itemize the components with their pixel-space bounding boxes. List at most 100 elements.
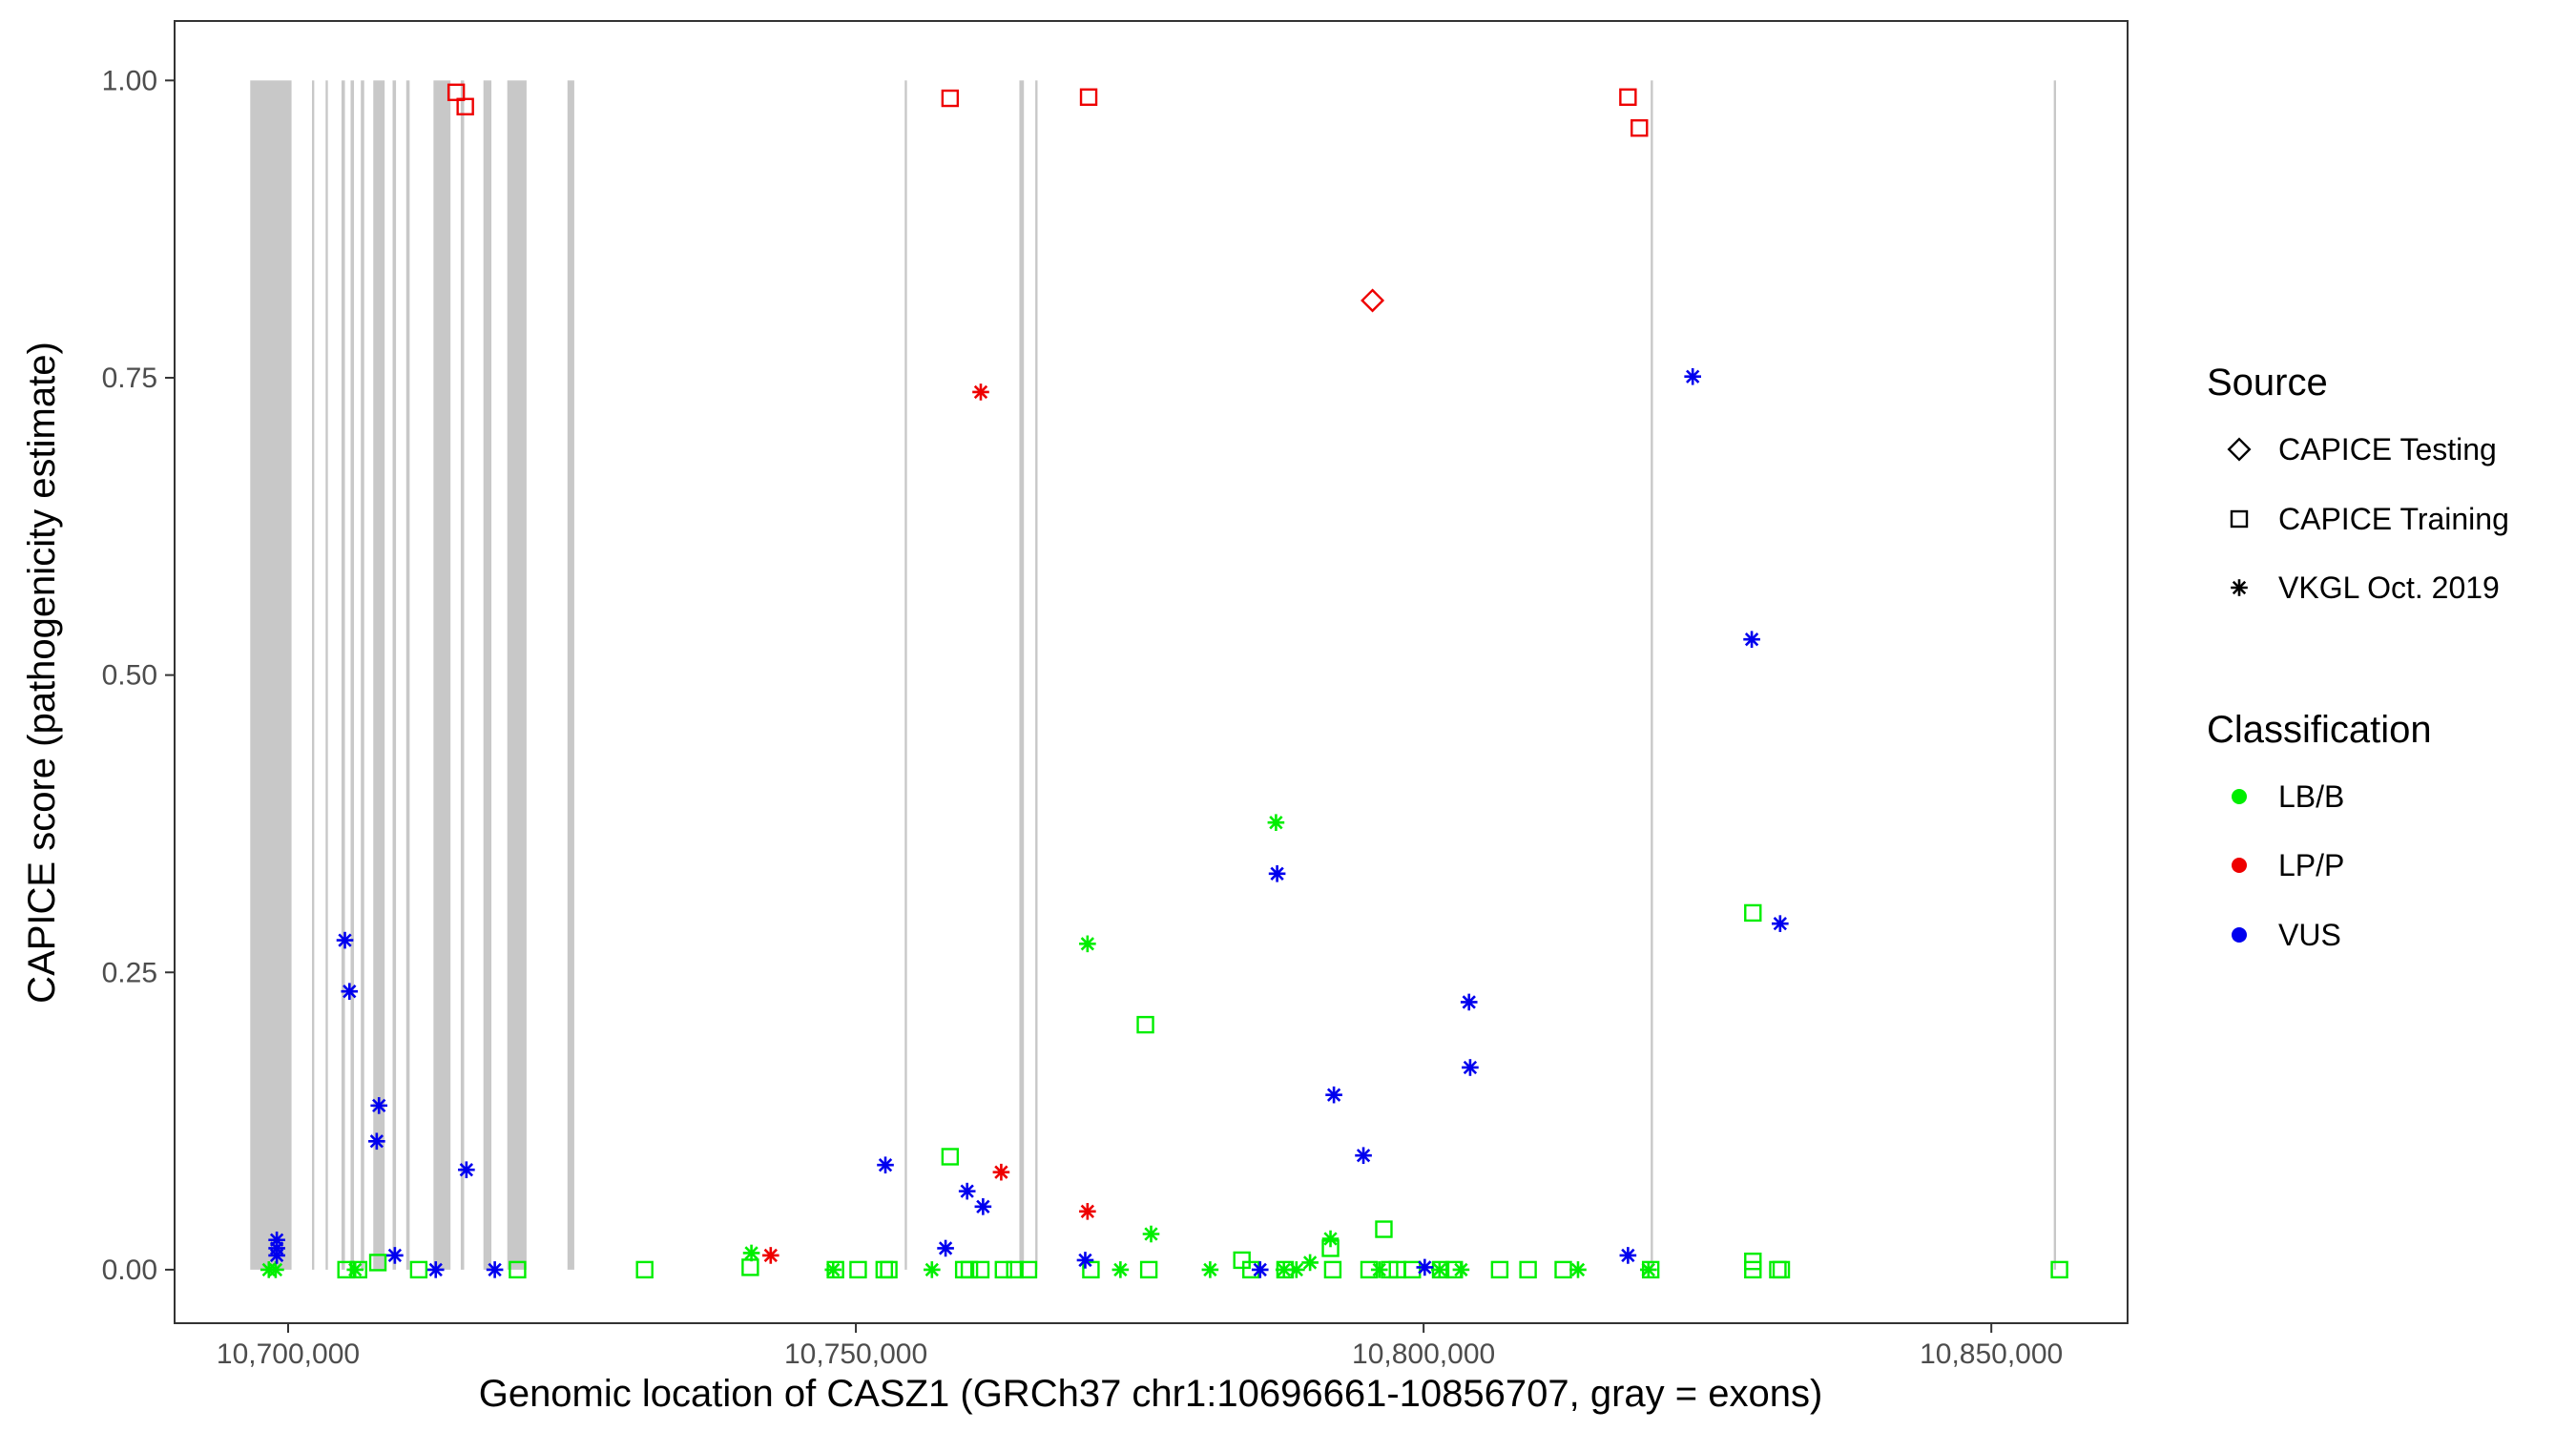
exon-band-7 bbox=[392, 80, 397, 1270]
exon-band-13 bbox=[567, 80, 574, 1270]
exon-band-2 bbox=[325, 80, 328, 1270]
data-point-2-15 bbox=[994, 1260, 1012, 1279]
data-point-5-16-d2 bbox=[1253, 1262, 1267, 1277]
data-point-5-3 bbox=[336, 931, 354, 949]
legend-class-label-0: LB/B bbox=[2278, 779, 2344, 814]
data-point-5-19 bbox=[1355, 1147, 1372, 1165]
exon-band-18 bbox=[2053, 80, 2057, 1270]
data-point-2-34 bbox=[1519, 1260, 1537, 1279]
data-point-5-15 bbox=[1076, 1252, 1094, 1269]
data-point-2-30 bbox=[1403, 1260, 1422, 1279]
exon-band-0 bbox=[250, 80, 292, 1270]
data-points bbox=[260, 83, 2068, 1279]
legend-class-title: Classification bbox=[2207, 709, 2432, 751]
data-point-5-14-d2 bbox=[976, 1199, 990, 1213]
data-point-3-8 bbox=[1142, 1225, 1160, 1243]
data-point-5-17 bbox=[1268, 864, 1286, 882]
data-point-4-1 bbox=[972, 384, 989, 401]
y-axis-title: CAPICE score (pathogenicity estimate) bbox=[21, 342, 63, 1004]
legend-source-title: Source bbox=[2207, 362, 2328, 404]
data-point-2-42 bbox=[2050, 1260, 2068, 1279]
legend-source-key-2 bbox=[2231, 579, 2248, 596]
data-point-2-17 bbox=[1019, 1260, 1038, 1279]
data-point-5-21 bbox=[1460, 993, 1478, 1011]
data-point-5-25-d2 bbox=[1744, 633, 1759, 647]
y-tick-label-1: 0.25 bbox=[102, 957, 157, 988]
data-point-3-12-d2 bbox=[1289, 1262, 1303, 1277]
data-point-5-10 bbox=[486, 1261, 504, 1278]
exon-band-15 bbox=[1019, 80, 1025, 1270]
data-point-1-3 bbox=[1079, 88, 1098, 106]
plot-panel-border bbox=[174, 20, 2129, 1324]
data-point-3-18 bbox=[1569, 1261, 1587, 1278]
data-point-5-6 bbox=[370, 1097, 388, 1114]
data-point-5-8 bbox=[426, 1261, 445, 1278]
data-point-5-9 bbox=[458, 1161, 475, 1178]
data-point-3-11 bbox=[1275, 1261, 1293, 1278]
legend-source-label-1: CAPICE Training bbox=[2278, 502, 2509, 536]
data-point-5-8-d2 bbox=[428, 1262, 443, 1277]
data-point-5-12-d2 bbox=[938, 1241, 953, 1255]
data-point-3-10-d2 bbox=[1269, 816, 1283, 830]
exon-band-10 bbox=[460, 80, 465, 1270]
data-point-3-13-d2 bbox=[1302, 1255, 1318, 1270]
data-point-4-2-d2 bbox=[994, 1165, 1008, 1179]
data-point-2-20 bbox=[1139, 1260, 1158, 1279]
exon-band-16 bbox=[1035, 80, 1038, 1270]
data-point-5-2 bbox=[268, 1247, 285, 1264]
x-tick-label-1: 10,750,000 bbox=[784, 1338, 927, 1370]
data-point-5-18-d2 bbox=[1326, 1088, 1341, 1102]
data-point-2-3 bbox=[409, 1260, 428, 1279]
data-point-3-17 bbox=[1452, 1261, 1470, 1278]
data-point-3-8-d2 bbox=[1144, 1227, 1158, 1241]
exon-band-12 bbox=[507, 80, 527, 1270]
data-point-5-5 bbox=[368, 1132, 385, 1151]
data-point-2-14 bbox=[971, 1260, 990, 1279]
data-point-3-13 bbox=[1301, 1254, 1319, 1272]
data-point-3-3 bbox=[742, 1244, 760, 1262]
data-point-5-5-d2 bbox=[369, 1134, 384, 1149]
data-point-2-2 bbox=[368, 1254, 387, 1272]
data-point-3-1-d2 bbox=[268, 1262, 283, 1277]
data-point-3-9 bbox=[1201, 1261, 1219, 1278]
data-point-5-17-d2 bbox=[1270, 866, 1284, 881]
exon-band-6 bbox=[373, 80, 385, 1270]
data-point-3-9-d2 bbox=[1203, 1262, 1217, 1277]
data-point-4-3 bbox=[1079, 1203, 1096, 1220]
legend: Source CAPICE Testing CAPICE Training VK… bbox=[2207, 362, 2509, 952]
data-point-5-22-d2 bbox=[1463, 1060, 1478, 1075]
data-point-3-16-d2 bbox=[1432, 1262, 1446, 1277]
data-point-4-0-d2 bbox=[763, 1248, 778, 1263]
data-point-2-11 bbox=[941, 1148, 960, 1166]
data-point-5-22 bbox=[1462, 1059, 1479, 1076]
x-tick-label-3: 10,850,000 bbox=[1920, 1338, 2063, 1370]
legend-source-label-0: CAPICE Testing bbox=[2278, 432, 2497, 467]
data-point-5-25 bbox=[1743, 631, 1760, 649]
data-point-5-11 bbox=[877, 1156, 894, 1174]
data-point-2-27 bbox=[1375, 1220, 1393, 1238]
data-point-5-7 bbox=[386, 1247, 404, 1264]
data-point-5-24-d2 bbox=[1686, 369, 1700, 384]
data-point-5-26-d2 bbox=[1773, 916, 1787, 931]
data-point-3-16 bbox=[1430, 1261, 1448, 1278]
legend-source-key-1 bbox=[2230, 509, 2249, 529]
exon-band-11 bbox=[483, 80, 492, 1270]
data-point-5-24 bbox=[1684, 367, 1701, 385]
data-point-3-17-d2 bbox=[1454, 1262, 1468, 1277]
exon-band-3 bbox=[341, 80, 345, 1270]
data-point-3-5-d2 bbox=[924, 1262, 939, 1277]
data-point-5-21-d2 bbox=[1462, 995, 1476, 1009]
data-point-3-12 bbox=[1288, 1261, 1305, 1278]
data-point-5-20-d2 bbox=[1418, 1260, 1432, 1275]
data-point-2-19 bbox=[1136, 1015, 1154, 1034]
data-point-3-14-d2 bbox=[1323, 1232, 1338, 1246]
data-point-3-1 bbox=[267, 1261, 284, 1278]
data-point-3-2-d2 bbox=[348, 1262, 363, 1277]
exon-band-9 bbox=[433, 80, 451, 1270]
data-point-3-5 bbox=[924, 1261, 941, 1278]
data-point-5-16 bbox=[1251, 1261, 1269, 1278]
axes: 10,700,000 10,750,000 10,800,000 10,850,000… bbox=[102, 65, 2064, 1370]
exon-band-5 bbox=[361, 80, 364, 1270]
data-point-2-39 bbox=[1744, 1260, 1762, 1279]
